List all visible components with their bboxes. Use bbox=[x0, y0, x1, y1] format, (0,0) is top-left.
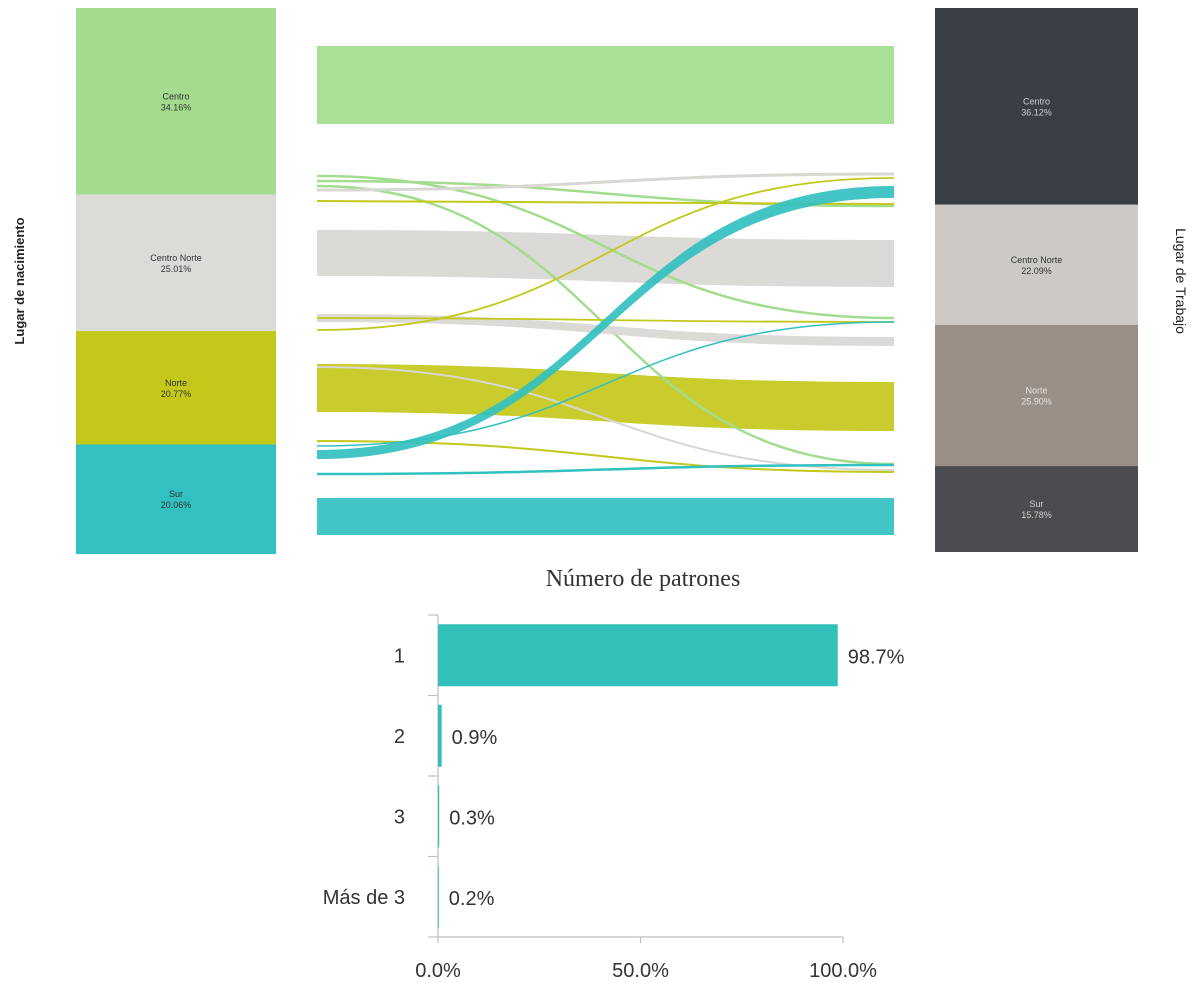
category-label: Más de 3 bbox=[323, 887, 405, 909]
bar-value-label: 0.9% bbox=[452, 727, 498, 749]
right-node-name-0: Centro bbox=[1023, 96, 1050, 106]
bar bbox=[438, 624, 838, 687]
flow-sur-to-centronorte bbox=[316, 321, 895, 447]
left-node-3 bbox=[76, 444, 276, 554]
right-node-name-3: Sur bbox=[1029, 499, 1043, 509]
flow-centro-to-centronorte bbox=[316, 174, 895, 320]
left-node-2 bbox=[76, 331, 276, 445]
category-label: 3 bbox=[394, 806, 405, 828]
flow-sur-sur bbox=[317, 498, 894, 535]
left-node-value-2: 20.77% bbox=[161, 389, 192, 399]
right-node-name-2: Norte bbox=[1025, 386, 1047, 396]
left-node-value-1: 25.01% bbox=[161, 264, 192, 274]
right-node-1 bbox=[935, 204, 1138, 326]
flow-centronorte-to-norte bbox=[317, 314, 894, 346]
category-label: 2 bbox=[394, 726, 405, 748]
right-node-value-0: 36.12% bbox=[1021, 107, 1052, 117]
bar-chart: Número de patrones 0.0% 50.0% 100.0% 1 98.7% 2… bbox=[323, 566, 905, 982]
flow-norte-norte bbox=[317, 364, 894, 431]
right-axis-label: Lugar de Trabajo bbox=[1173, 228, 1189, 334]
flow-centronorte-centronorte bbox=[317, 230, 894, 287]
bar bbox=[438, 865, 439, 928]
right-node-value-1: 22.09% bbox=[1021, 266, 1052, 276]
x-tick-label: 100.0% bbox=[809, 960, 877, 982]
flow-centro-centro bbox=[317, 46, 894, 124]
right-node-value-2: 25.90% bbox=[1021, 397, 1052, 407]
left-node-name-0: Centro bbox=[162, 91, 189, 101]
left-node-0 bbox=[76, 8, 276, 195]
bar-value-label: 0.2% bbox=[449, 888, 495, 910]
left-node-value-3: 20.06% bbox=[161, 500, 192, 510]
flow-centro-misc bbox=[316, 172, 895, 192]
left-node-name-1: Centro Norte bbox=[150, 253, 202, 263]
bar-value-label: 98.7% bbox=[848, 646, 905, 668]
right-node-0 bbox=[935, 8, 1138, 205]
bar bbox=[438, 785, 440, 848]
right-node-name-1: Centro Norte bbox=[1011, 255, 1063, 265]
right-node-2 bbox=[935, 325, 1138, 467]
left-axis-label: Lugar de nacimiento bbox=[12, 217, 27, 344]
left-node-name-2: Norte bbox=[165, 378, 187, 388]
left-node-value-0: 34.16% bbox=[161, 102, 192, 112]
right-node-3 bbox=[935, 466, 1138, 552]
bar-chart-title: Número de patrones bbox=[546, 566, 741, 592]
category-label: 1 bbox=[394, 645, 405, 667]
flow-sur-to-norte bbox=[316, 463, 895, 476]
right-node-value-3: 15.78% bbox=[1021, 510, 1052, 520]
left-node-name-3: Sur bbox=[169, 489, 183, 499]
x-tick-label: 0.0% bbox=[415, 960, 461, 982]
bar-value-label: 0.3% bbox=[449, 807, 495, 829]
flow-sur-to-centro bbox=[317, 186, 894, 459]
bar bbox=[438, 704, 442, 767]
x-tick-label: 50.0% bbox=[612, 960, 669, 982]
flow-centronorte-to-sur bbox=[316, 366, 895, 471]
flow-norte-to-centro bbox=[316, 177, 895, 331]
left-node-1 bbox=[76, 194, 276, 332]
